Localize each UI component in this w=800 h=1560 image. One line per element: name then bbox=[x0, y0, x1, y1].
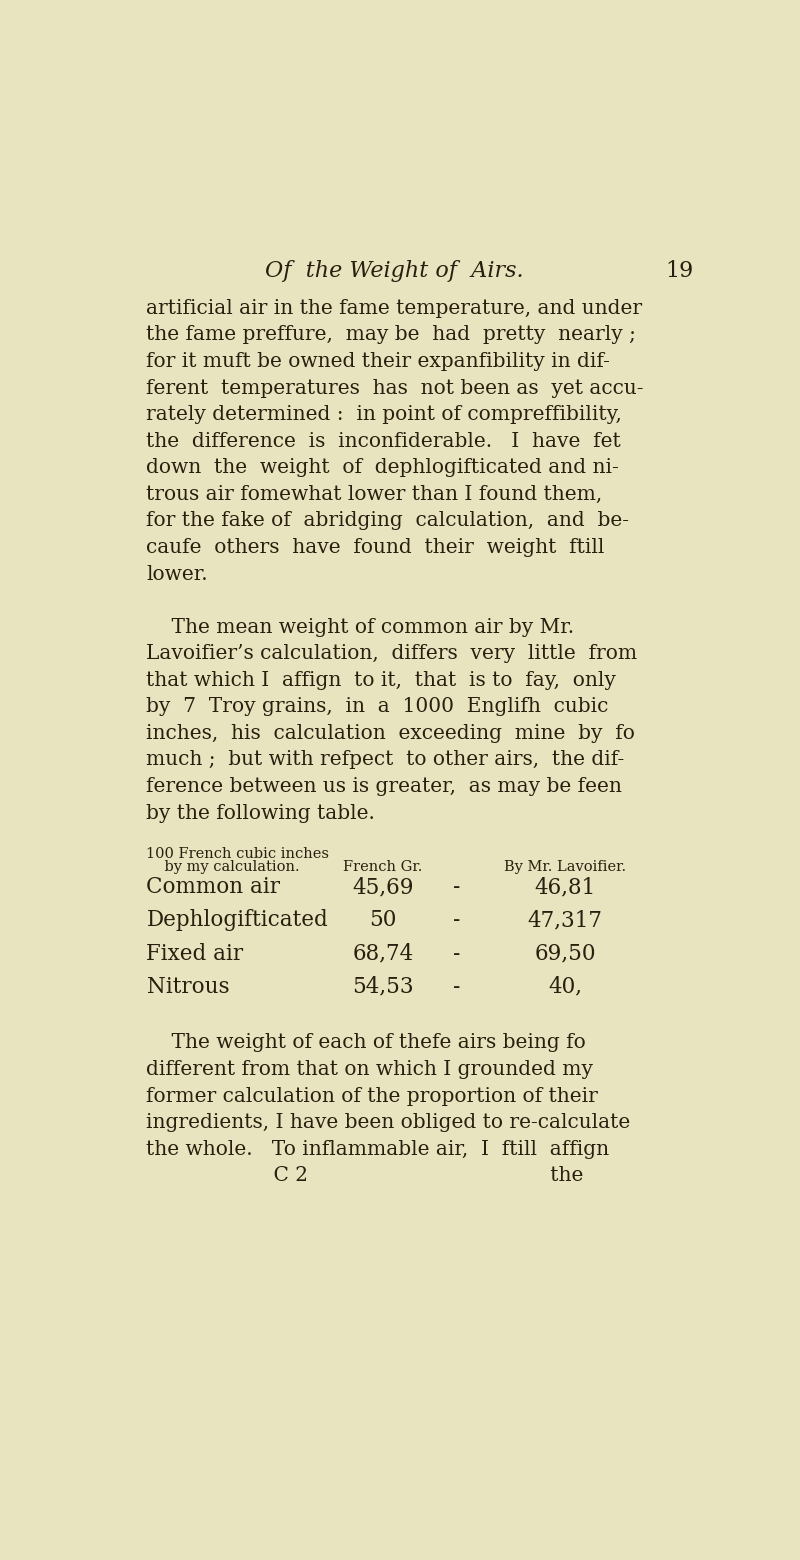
Text: different from that on which I grounded my: different from that on which I grounded … bbox=[146, 1059, 594, 1080]
Text: 46,81: 46,81 bbox=[534, 877, 596, 899]
Text: Of  the Weight of  Airs.: Of the Weight of Airs. bbox=[265, 261, 524, 282]
Text: Lavoifier’s calculation,  differs  very  little  from: Lavoifier’s calculation, differs very li… bbox=[146, 644, 638, 663]
Text: 100 French cubic inches: 100 French cubic inches bbox=[146, 847, 330, 861]
Text: the whole.   To inflammable air,  I  ftill  affign: the whole. To inflammable air, I ftill a… bbox=[146, 1140, 610, 1159]
Text: for the fake of  abridging  calculation,  and  be-: for the fake of abridging calculation, a… bbox=[146, 512, 630, 530]
Text: by my calculation.: by my calculation. bbox=[146, 860, 300, 874]
Text: rately determined :  in point of compreffibility,: rately determined : in point of compreff… bbox=[146, 406, 622, 424]
Text: Fixed air: Fixed air bbox=[146, 942, 244, 964]
Text: caufe  others  have  found  their  weight  ftill: caufe others have found their weight fti… bbox=[146, 538, 605, 557]
Text: ferent  temperatures  has  not been as  yet accu-: ferent temperatures has not been as yet … bbox=[146, 379, 644, 398]
Text: by the following table.: by the following table. bbox=[146, 803, 375, 822]
Text: The mean weight of common air by Mr.: The mean weight of common air by Mr. bbox=[146, 618, 574, 636]
Text: lower.: lower. bbox=[146, 565, 208, 583]
Text: ingredients, I have been obliged to re-calculate: ingredients, I have been obliged to re-c… bbox=[146, 1114, 630, 1133]
Text: the fame preffure,  may be  had  pretty  nearly ;: the fame preffure, may be had pretty nea… bbox=[146, 326, 636, 345]
Text: Common air: Common air bbox=[146, 877, 281, 899]
Text: the  difference  is  inconfiderable.   I  have  fet: the difference is inconfiderable. I have… bbox=[146, 432, 622, 451]
Text: inches,  his  calculation  exceeding  mine  by  fo: inches, his calculation exceeding mine b… bbox=[146, 724, 635, 743]
Text: 19: 19 bbox=[666, 261, 694, 282]
Text: artificial air in the fame temperature, and under: artificial air in the fame temperature, … bbox=[146, 300, 642, 318]
Text: 68,74: 68,74 bbox=[352, 942, 414, 964]
Text: that which I  affign  to it,  that  is to  fay,  only: that which I affign to it, that is to fa… bbox=[146, 671, 616, 690]
Text: by  7  Troy grains,  in  a  1000  Englifh  cubic: by 7 Troy grains, in a 1000 Englifh cubi… bbox=[146, 697, 609, 716]
Text: Nitrous: Nitrous bbox=[146, 975, 229, 998]
Text: for it muft be owned their expanfibility in dif-: for it muft be owned their expanfibility… bbox=[146, 353, 610, 371]
Text: former calculation of the proportion of their: former calculation of the proportion of … bbox=[146, 1087, 598, 1106]
Text: down  the  weight  of  dephlogifticated and ni-: down the weight of dephlogifticated and … bbox=[146, 459, 619, 477]
Text: 47,317: 47,317 bbox=[527, 909, 602, 931]
Text: By Mr. Lavoifier.: By Mr. Lavoifier. bbox=[504, 860, 626, 874]
Text: 40,: 40, bbox=[548, 975, 582, 998]
Text: trous air fomewhat lower than I found them,: trous air fomewhat lower than I found th… bbox=[146, 485, 602, 504]
Text: Dephlogifticated: Dephlogifticated bbox=[146, 909, 328, 931]
Text: 45,69: 45,69 bbox=[352, 877, 414, 899]
Text: 54,53: 54,53 bbox=[352, 975, 414, 998]
Text: -: - bbox=[453, 942, 460, 964]
Text: -: - bbox=[453, 909, 460, 931]
Text: ference between us is greater,  as may be feen: ference between us is greater, as may be… bbox=[146, 777, 622, 796]
Text: C 2                                      the: C 2 the bbox=[146, 1167, 584, 1186]
Text: 50: 50 bbox=[369, 909, 397, 931]
Text: French Gr.: French Gr. bbox=[343, 860, 422, 874]
Text: The weight of each of thefe airs being fo: The weight of each of thefe airs being f… bbox=[146, 1033, 586, 1053]
Text: -: - bbox=[453, 975, 460, 998]
Text: -: - bbox=[453, 877, 460, 899]
Text: much ;  but with refpect  to other airs,  the dif-: much ; but with refpect to other airs, t… bbox=[146, 750, 625, 769]
Text: 69,50: 69,50 bbox=[534, 942, 596, 964]
